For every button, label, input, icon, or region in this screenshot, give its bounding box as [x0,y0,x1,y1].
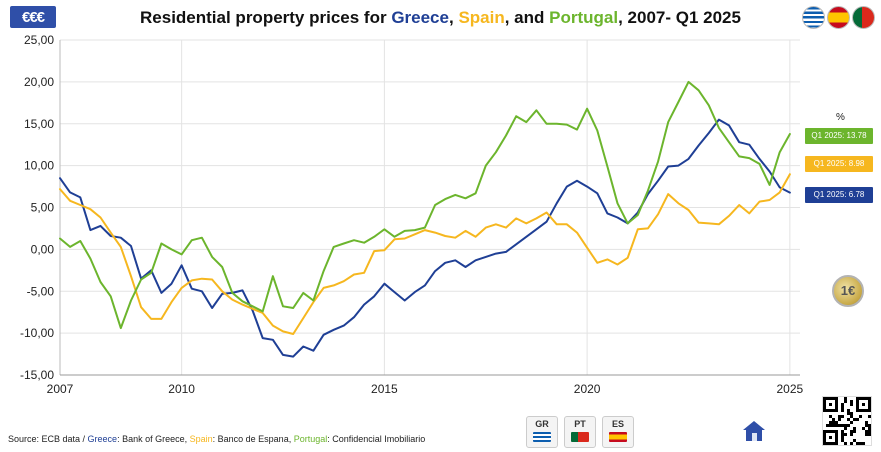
spain-flag-icon [827,6,850,29]
y-tick-label: -5,00 [27,284,55,298]
btn-gr-label: GR [535,419,549,429]
qr-code-icon[interactable] [822,396,872,446]
series-line-greece [59,118,791,358]
y-tick-label: -10,00 [20,326,54,340]
ecb-logo: €€€ [10,6,56,28]
source-spain: Spain [189,434,213,444]
y-tick-label: 0,00 [31,242,55,256]
title-portugal: Portugal [549,8,619,27]
source-portugal: Portugal [293,434,328,444]
portugal-mini-flag-icon [571,432,589,442]
x-tick-label: 2015 [371,382,398,396]
y-axis: 25,00 20,00 15,00 10,00 5,00 0,00 -5,00 -10,00 -… [20,33,61,382]
greece-map-button[interactable]: GR [526,416,558,448]
portugal-latest-badge: Q1 2025: 13.78 [805,128,873,144]
title-sep: , and [504,8,550,27]
btn-pt-label: PT [574,419,586,429]
x-axis: 2007 2010 2015 2020 2025 [47,374,804,396]
series-line-spain [59,173,791,335]
series-line-portugal [59,80,791,330]
source-greece: Greece [87,434,118,444]
portugal-flag-icon [852,6,875,29]
source-note: Source: ECB data / Greece: Bank of Greec… [8,434,425,444]
house-icon[interactable] [742,420,766,442]
euro-coin-icon: 1€ [832,275,864,307]
spain-mini-flag-icon [609,432,627,442]
x-tick-label: 2010 [168,382,195,396]
source-portugal-detail: : Confidencial Imobiliario [327,434,426,444]
title-greece: Greece [391,8,449,27]
source-spain-detail: : Banco de Espana, [212,434,294,444]
title-sep: , [448,8,459,27]
greece-mini-flag-icon [533,432,551,442]
greece-flag-icon [802,6,825,29]
btn-es-label: ES [611,419,624,429]
title-spain: Spain [458,8,505,27]
x-tick-label: 2020 [574,382,601,396]
y-tick-label: -15,00 [20,368,54,382]
page-title: Residential property prices for Greece , … [0,8,881,28]
series-lines [59,80,791,358]
y-tick-label: 10,00 [24,159,54,173]
portugal-map-button[interactable]: PT [564,416,596,448]
grid [60,39,800,376]
flag-group [802,6,875,29]
x-tick-label: 2007 [47,382,74,396]
y-tick-label: 5,00 [31,201,55,215]
source-greece-detail: : Bank of Greece, [117,434,190,444]
source-prefix: Source: ECB data / [8,434,88,444]
x-tick-label: 2025 [777,382,804,396]
greece-latest-badge: Q1 2025: 6.78 [805,187,873,203]
unit-label: % [836,112,845,123]
y-tick-label: 20,00 [24,75,54,89]
y-tick-label: 15,00 [24,117,54,131]
title-suffix: , 2007- Q1 2025 [618,8,741,27]
title-prefix: Residential property prices for [140,8,392,27]
y-tick-label: 25,00 [24,33,54,47]
spain-latest-badge: Q1 2025: 8.98 [805,156,873,172]
spain-map-button[interactable]: ES [602,416,634,448]
